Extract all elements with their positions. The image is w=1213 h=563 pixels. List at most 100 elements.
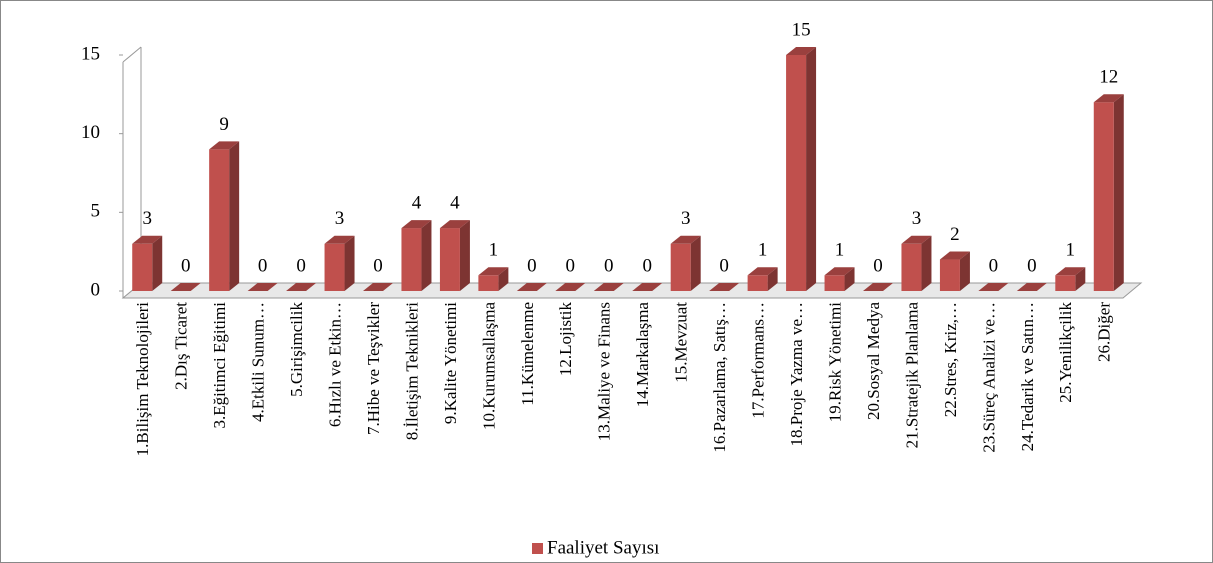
data-label: 3 [142, 208, 152, 229]
x-tick-label: 26.Diğer [1095, 302, 1114, 362]
legend-swatch [532, 543, 543, 554]
bar-front [324, 243, 345, 291]
bar [555, 283, 586, 291]
bar-top [555, 283, 586, 291]
data-label: 3 [681, 208, 691, 229]
bar-front [939, 259, 960, 291]
bar [132, 235, 163, 291]
bar-side [459, 220, 470, 291]
data-label: 15 [792, 19, 811, 40]
bar [1016, 283, 1047, 291]
x-tick-label: 13.Maliye ve Finans [595, 302, 614, 441]
bar-top [1093, 94, 1124, 103]
bar [478, 267, 509, 291]
bar [901, 235, 932, 291]
bar [209, 141, 240, 291]
bar-top [786, 47, 817, 55]
data-label: 1 [758, 240, 768, 261]
data-label: 3 [335, 208, 345, 229]
bar-top [670, 235, 701, 244]
bar-front [824, 275, 845, 291]
legend-label: Faaliyet Sayısı [547, 537, 659, 558]
bar-front [401, 228, 422, 291]
bar-front [209, 149, 230, 291]
bar [824, 267, 855, 291]
bar-front [439, 228, 460, 291]
x-tick-label: 14.Markalaşma [633, 302, 652, 408]
bar-front [478, 275, 499, 291]
bar-side [806, 47, 817, 291]
data-label: 9 [219, 114, 229, 135]
data-label: 0 [642, 255, 652, 276]
x-tick-label: 7.Hibe ve Teşvikler [364, 302, 383, 435]
bar [516, 283, 547, 291]
data-label: 0 [527, 255, 537, 276]
data-label: 2 [950, 224, 960, 245]
x-tick-label: 25.Yenilikçilik [1056, 302, 1075, 403]
bar-side [1113, 94, 1124, 291]
x-tick-label: 17.Performans… [749, 302, 768, 419]
bar-top [863, 283, 893, 291]
bar-top [439, 220, 470, 229]
bar [247, 283, 278, 291]
data-label: 0 [296, 255, 306, 276]
data-label: 0 [604, 255, 614, 276]
x-tick-label: 5.Girişimcilik [287, 302, 306, 397]
bar [939, 251, 970, 291]
bar-side [1075, 267, 1086, 291]
bar-top [247, 283, 278, 291]
bar-top [209, 141, 240, 150]
bar [439, 220, 470, 291]
bar-front [1093, 102, 1114, 291]
bar-side [229, 141, 240, 291]
bar-top [516, 283, 547, 291]
x-tick-label: 2.Dış Ticaret [172, 302, 191, 390]
y-tick-label: 10 [81, 122, 100, 143]
data-label: 4 [412, 192, 422, 213]
x-tick-label: 24.Tedarik ve Satın… [1018, 302, 1037, 451]
y-tick-label: 15 [81, 43, 100, 64]
bar [1055, 267, 1086, 291]
x-tick-label: 15.Mevzuat [672, 302, 691, 383]
bar [786, 47, 817, 291]
data-label: 0 [566, 255, 576, 276]
bar-top [324, 235, 355, 244]
x-tick-label: 20.Sosyal Medya [864, 302, 883, 421]
bar-front [132, 243, 153, 291]
bar-side [959, 251, 970, 291]
x-tick-label: 21.Stratejik Planlama [902, 302, 921, 449]
y-tick-label: 0 [91, 279, 101, 300]
x-tick-label: 1.Bilişim Teknolojileri [133, 302, 152, 457]
data-label: 4 [450, 192, 460, 213]
bar [170, 283, 201, 291]
bar [709, 283, 740, 291]
x-tick-label: 6.Hızlı ve Etkin… [325, 302, 344, 427]
bar [363, 283, 393, 291]
bar-side [344, 235, 355, 291]
data-label: 3 [912, 208, 922, 229]
bar-front [670, 243, 691, 291]
x-tick-label: 11.Kümelenme [518, 302, 537, 406]
bar [978, 283, 1009, 291]
y-tick-label: 5 [91, 201, 101, 222]
bar [286, 283, 317, 291]
bar [632, 283, 663, 291]
x-tick-label: 12.Lojistik [556, 302, 575, 377]
bar [863, 283, 893, 291]
bar-top [593, 283, 624, 291]
data-label: 0 [258, 255, 268, 276]
bar-top [401, 220, 432, 229]
data-label: 1 [835, 240, 845, 261]
x-tick-label: 19.Risk Yönetimi [825, 302, 844, 423]
bar-top [1055, 267, 1086, 276]
data-label: 0 [1027, 255, 1037, 276]
data-label: 0 [181, 255, 191, 276]
bar-top [478, 267, 509, 276]
x-tick-label: 9.Kalite Yönetimi [441, 302, 460, 424]
bar-front [1055, 275, 1076, 291]
bar-top [363, 283, 393, 291]
bar-top [286, 283, 317, 291]
bar-side [498, 267, 509, 291]
